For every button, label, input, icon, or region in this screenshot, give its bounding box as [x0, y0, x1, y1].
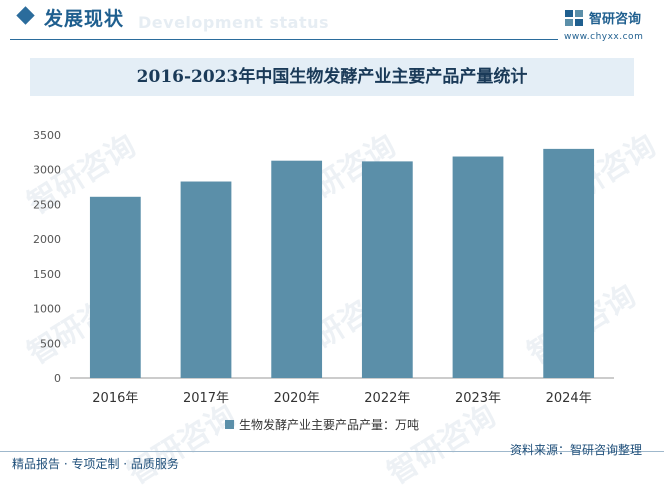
brand-name: 智研咨询: [589, 12, 642, 27]
bar: [543, 148, 595, 378]
source-note: 资料来源：智研咨询整理: [510, 441, 642, 458]
legend-swatch: [225, 420, 234, 429]
footer-divider: [0, 451, 664, 452]
bar: [271, 160, 323, 378]
bar: [180, 181, 232, 378]
source-label: 资料来源：: [510, 443, 571, 457]
y-tick-label: 1500: [33, 268, 61, 281]
bar: [89, 196, 141, 378]
source-value: 智研咨询整理: [570, 443, 643, 457]
bar: [452, 156, 504, 378]
brand-url: www.chyxx.com: [564, 32, 644, 42]
x-tick-label: 2016年: [92, 391, 138, 406]
bar-series: [89, 148, 595, 378]
x-tick-label: 2022年: [364, 391, 410, 406]
y-tick-label: 3500: [33, 129, 61, 142]
section-subtitle: Development status: [138, 13, 330, 32]
footer-services: 精品报告 · 专项定制 · 品质服务: [12, 457, 179, 471]
x-axis: 2016年 2017年 2020年 2022年 2023年 2024年: [92, 391, 591, 406]
x-tick-label: 2020年: [274, 391, 320, 406]
y-axis: 0 500 1000 1500 2000 2500 3000 3500: [33, 129, 614, 385]
x-tick-label: 2024年: [546, 391, 592, 406]
bar: [361, 161, 413, 378]
y-tick-label: 3000: [33, 164, 61, 177]
section-header: 发展现状 Development status 智研咨询 www.chyxx.c…: [0, 0, 664, 44]
x-tick-label: 2023年: [455, 391, 501, 406]
chart-title-bar: 2016-2023年中国生物发酵产业主要产品产量统计: [30, 58, 634, 96]
section-title: 发展现状: [44, 8, 125, 30]
chart-title: 2016-2023年中国生物发酵产业主要产品产量统计: [136, 67, 528, 87]
legend-label: 生物发酵产业主要产品产量：万吨: [239, 417, 419, 432]
header-divider: [10, 39, 558, 40]
y-tick-label: 2500: [33, 198, 61, 211]
y-tick-label: 500: [40, 337, 61, 350]
y-tick-label: 1000: [33, 303, 61, 316]
legend: 生物发酵产业主要产品产量：万吨: [225, 417, 419, 432]
y-tick-label: 2000: [33, 233, 61, 246]
y-tick-label: 0: [54, 372, 61, 385]
brand-logo-icon: [565, 10, 583, 26]
x-tick-label: 2017年: [183, 391, 229, 406]
